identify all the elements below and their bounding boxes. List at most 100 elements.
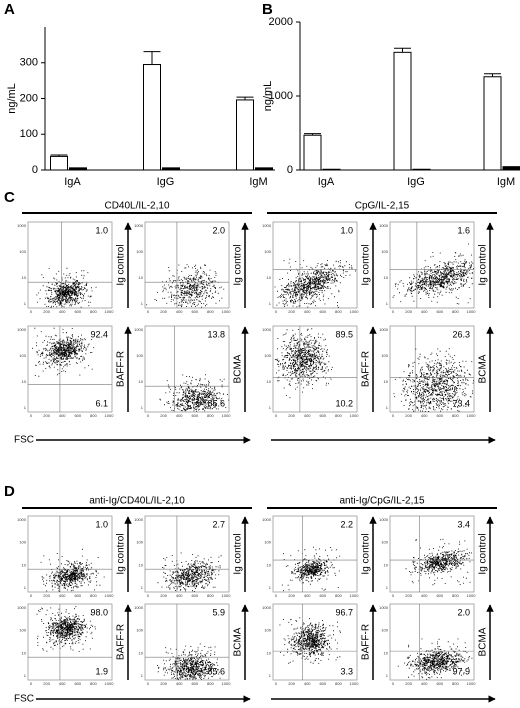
y-tick-label: 1 — [269, 301, 272, 306]
bar — [50, 155, 68, 171]
x-tick-label: 0 — [392, 681, 395, 686]
y-axis-label: BCMA — [478, 354, 489, 383]
x-tick-label: IgA — [64, 176, 81, 188]
y-tick-label: 10 — [384, 650, 389, 655]
x-tick-label: 600 — [436, 681, 443, 686]
x-tick-label: 1000 — [467, 309, 477, 314]
y-tick-label: 1000 — [134, 605, 144, 610]
y-axis-label: Ig control — [116, 533, 127, 574]
quadrant-percent: 89.5 — [335, 329, 353, 339]
y-tick-label: 1 — [141, 405, 144, 410]
y-tick-label: 100 — [19, 249, 26, 254]
y-axis-label: BCMA — [233, 627, 244, 656]
x-tick-label: 800 — [452, 681, 459, 686]
x-tick-label: 400 — [59, 413, 66, 418]
x-tick-label: 0 — [30, 681, 33, 686]
x-tick-label: 1000 — [105, 593, 115, 598]
x-tick-label: 0 — [275, 593, 278, 598]
x-tick-label: 800 — [207, 593, 214, 598]
y-axis-label: Ig control — [361, 244, 372, 285]
y-tick-label: 1000 — [134, 327, 144, 332]
y-tick-label: 10 — [384, 379, 389, 384]
x-tick-label: 400 — [304, 593, 311, 598]
panel-letter: A — [4, 1, 15, 18]
y-tick-label: 1000 — [379, 223, 389, 228]
y-tick-label: 10 — [22, 379, 27, 384]
y-tick-label: 1 — [269, 405, 272, 410]
y-tick-label: 100 — [264, 353, 271, 358]
error-bar — [304, 133, 321, 136]
plot-frame — [389, 221, 475, 309]
x-tick-label: 800 — [335, 681, 342, 686]
y-tick-label: 10 — [139, 562, 144, 567]
x-tick-label: 0 — [147, 681, 150, 686]
x-tick-label: 1000 — [105, 413, 115, 418]
quadrant-percent: 2.0 — [212, 225, 225, 235]
y-tick-label: 1 — [141, 673, 144, 678]
quadrant-percent: 85.6 — [207, 398, 225, 408]
y-tick-label: 2000 — [269, 16, 293, 28]
plot-frame — [27, 221, 113, 309]
x-tick-label: 800 — [335, 413, 342, 418]
x-tick-label: 600 — [436, 593, 443, 598]
x-tick-label: 800 — [90, 593, 97, 598]
y-tick-label: 10 — [267, 379, 272, 384]
x-tick-label: 800 — [335, 593, 342, 598]
y-tick-label: 100 — [136, 540, 143, 545]
quadrant-percent: 13.8 — [207, 329, 225, 339]
x-tick-label: 600 — [319, 309, 326, 314]
y-tick-label: 100 — [136, 628, 143, 633]
x-tick-label: 1000 — [350, 681, 360, 686]
x-tick-label: 400 — [176, 681, 183, 686]
quadrant-percent: 3.4 — [457, 519, 470, 529]
dot-cloud — [146, 264, 225, 308]
y-axis-label: BCMA — [478, 627, 489, 656]
x-tick-label: 400 — [421, 593, 428, 598]
dot-cloud — [157, 643, 221, 680]
quadrant-percent: 1.0 — [95, 519, 108, 529]
bar — [412, 168, 431, 171]
y-tick-label: 10 — [22, 562, 27, 567]
y-tick-label: 1 — [386, 301, 389, 306]
y-tick-label: 1000 — [134, 517, 144, 522]
y-axis-label: ng/mL — [6, 83, 18, 114]
y-tick-label: 100 — [19, 353, 26, 358]
x-tick-label: 800 — [207, 681, 214, 686]
error-bar — [50, 154, 68, 157]
x-tick-label: 800 — [452, 413, 459, 418]
x-tick-label: 200 — [160, 681, 167, 686]
group-title: CD40L/IL-2,10 — [104, 201, 169, 212]
x-tick-label: 0 — [275, 681, 278, 686]
quadrant-percent: 96.7 — [335, 607, 353, 617]
y-tick-label: 10 — [267, 562, 272, 567]
y-tick-label: 10 — [384, 275, 389, 280]
x-tick-label: 200 — [160, 593, 167, 598]
dot-cloud — [279, 617, 341, 664]
x-tick-label: 400 — [176, 593, 183, 598]
x-tick-label: 0 — [275, 413, 278, 418]
quadrant-percent: 2.2 — [340, 519, 353, 529]
x-tick-label: 800 — [90, 413, 97, 418]
x-tick-label: IgG — [157, 176, 175, 188]
x-tick-label: 400 — [304, 413, 311, 418]
panel-letter: C — [4, 189, 15, 206]
plot-frame — [389, 603, 475, 681]
x-tick-label: 400 — [59, 593, 66, 598]
x-tick-label: 800 — [207, 413, 214, 418]
y-tick-label: 1 — [386, 405, 389, 410]
quadrant-percent: 97.9 — [452, 666, 470, 676]
y-tick-label: 1000 — [379, 327, 389, 332]
group-title: CpG/IL-2,15 — [355, 201, 410, 212]
quadrant-percent: 3.3 — [340, 666, 353, 676]
x-tick-label: 200 — [43, 413, 50, 418]
y-tick-label: 1000 — [17, 327, 27, 332]
x-tick-label: 800 — [452, 593, 459, 598]
y-tick-label: 100 — [20, 128, 38, 140]
plot-frame — [389, 325, 475, 413]
plot-frame — [272, 325, 358, 413]
y-tick-label: 1000 — [134, 223, 144, 228]
dot-cloud — [405, 538, 472, 586]
y-tick-label: 10 — [139, 275, 144, 280]
dot-cloud — [40, 548, 105, 592]
x-tick-label: 1000 — [222, 681, 232, 686]
